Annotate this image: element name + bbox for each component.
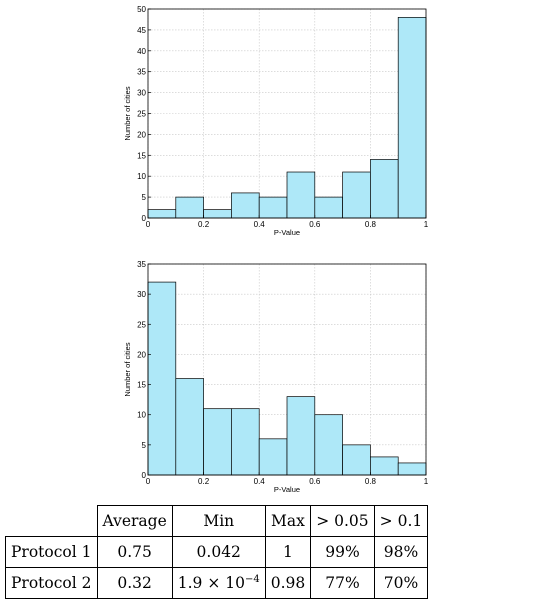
cell-min-exponent: −4 <box>244 573 260 585</box>
row-label: Protocol 2 <box>5 567 98 599</box>
x-tick-label: 0.2 <box>198 220 210 229</box>
x-tick-label: 0.2 <box>198 477 210 486</box>
row-label: Protocol 1 <box>5 536 98 568</box>
histogram-bar <box>397 462 427 476</box>
histogram-bar <box>342 171 371 219</box>
y-axis-label: Number of cities <box>123 86 132 140</box>
y-tick-label: 35 <box>137 260 146 269</box>
header-gt-005: > 0.05 <box>310 505 375 537</box>
y-tick-label: 0 <box>142 471 147 480</box>
histogram-bar <box>397 17 427 219</box>
table-corner-cell <box>5 505 98 537</box>
x-tick-label: 0 <box>146 220 151 229</box>
histogram-bar <box>231 192 260 219</box>
y-tick-label: 10 <box>137 411 146 420</box>
x-axis-label: P-Value <box>274 485 300 494</box>
x-tick-label: 0.6 <box>309 220 321 229</box>
histogram-bar <box>286 171 316 219</box>
histogram-bar <box>175 378 204 476</box>
cell-gt-005: 77% <box>310 567 375 599</box>
y-tick-label: 30 <box>137 290 146 299</box>
histogram-bar <box>258 438 288 476</box>
table-row: Protocol 2 0.32 1.9 × 10−4 0.98 77% 70% <box>5 567 429 599</box>
table-header-row: Average Min Max > 0.05 > 0.1 <box>5 505 429 537</box>
header-gt-01: > 0.1 <box>373 505 429 537</box>
cell-min: 0.042 <box>171 536 266 568</box>
y-tick-label: 20 <box>137 350 146 359</box>
histogram-bar <box>231 408 260 476</box>
x-tick-label: 0.8 <box>365 477 377 486</box>
y-tick-label: 50 <box>137 5 146 14</box>
cell-average: 0.32 <box>96 567 173 599</box>
y-tick-label: 15 <box>137 151 146 160</box>
y-tick-label: 30 <box>137 89 146 98</box>
y-tick-label: 5 <box>142 441 147 450</box>
x-tick-label: 1 <box>424 477 429 486</box>
cell-min-base: 1.9 × 10 <box>177 574 245 593</box>
y-tick-label: 15 <box>137 381 146 390</box>
histogram-bar <box>370 456 399 476</box>
y-tick-label: 20 <box>137 130 146 139</box>
header-max: Max <box>264 505 312 537</box>
histogram-bar <box>175 196 204 219</box>
histogram-bar <box>314 414 343 476</box>
y-tick-label: 5 <box>142 193 147 202</box>
x-tick-label: 0.8 <box>365 220 377 229</box>
histogram-chart-2: 0 0.2 0.4 0.6 0.8 105101520253035P-ValueNumbe… <box>123 260 429 494</box>
histogram-bar <box>286 396 316 476</box>
x-axis-label: P-Value <box>274 228 300 237</box>
x-tick-label: 0.4 <box>254 220 266 229</box>
histogram-bar <box>147 281 177 476</box>
cell-max: 1 <box>264 536 312 568</box>
y-tick-label: 0 <box>142 214 147 223</box>
histogram-chart-1: 0 0.2 0.4 0.6 0.8 105101520253035404550P-Valu… <box>123 5 429 237</box>
y-tick-label: 10 <box>137 172 146 181</box>
cell-gt-01: 98% <box>373 536 429 568</box>
table-row: Protocol 1 0.75 0.042 1 99% 98% <box>5 536 429 568</box>
histogram-bar <box>342 444 371 476</box>
cell-min: 1.9 × 10−4 <box>171 567 266 599</box>
histogram-bar <box>203 408 232 476</box>
cell-gt-005: 99% <box>310 536 375 568</box>
header-min: Min <box>171 505 266 537</box>
histogram-bar <box>370 159 399 219</box>
histogram-bar <box>203 209 232 219</box>
x-tick-label: 0.4 <box>254 477 266 486</box>
y-tick-label: 40 <box>137 47 146 56</box>
histogram-bar <box>258 196 288 219</box>
y-tick-label: 25 <box>137 110 146 119</box>
histogram-bar <box>314 196 343 219</box>
cell-max: 0.98 <box>264 567 312 599</box>
cell-average: 0.75 <box>96 536 173 568</box>
y-tick-label: 25 <box>137 320 146 329</box>
y-tick-label: 45 <box>137 26 146 35</box>
header-average: Average <box>96 505 173 537</box>
cell-gt-01: 70% <box>373 567 429 599</box>
y-axis-label: Number of cities <box>123 342 132 396</box>
x-tick-label: 0.6 <box>309 477 321 486</box>
p-value-summary-table: Average Min Max > 0.05 > 0.1 Protocol 1 … <box>5 505 429 599</box>
plot-frame <box>147 263 427 476</box>
x-tick-label: 1 <box>424 220 429 229</box>
y-tick-label: 35 <box>137 68 146 77</box>
histogram-bar <box>147 209 177 219</box>
x-tick-label: 0 <box>146 477 151 486</box>
